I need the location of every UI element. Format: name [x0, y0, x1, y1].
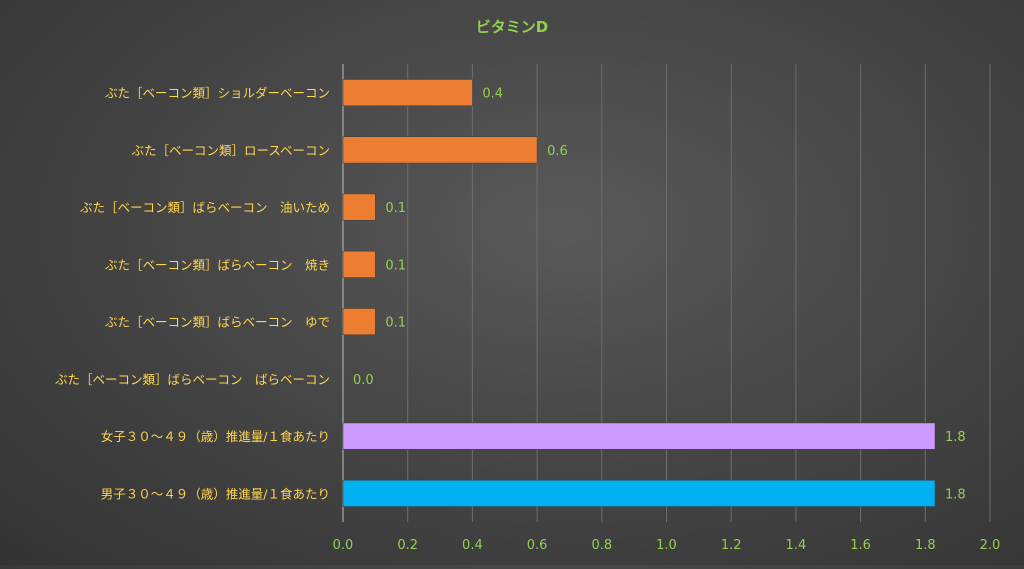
x-tick-label: 0.4 [462, 538, 483, 553]
x-tick-label: 0.8 [591, 538, 612, 553]
bar [342, 193, 376, 221]
data-label: 0.4 [482, 87, 503, 102]
category-label: ぶた［ベーコン類］ショルダーベーコン [105, 86, 330, 101]
x-tick-label: 1.6 [850, 538, 871, 553]
category-label: ぶた［ベーコン類］ロースベーコン [131, 143, 330, 158]
bar [342, 308, 376, 336]
category-label: ぶた［ベーコン類］ばらベーコン ばらベーコン [55, 372, 330, 387]
category-label: ぶた［ベーコン類］ばらベーコン 油いため [80, 200, 330, 215]
x-tick-label: 1.4 [786, 538, 807, 553]
x-tick-label: 1.2 [721, 538, 742, 553]
bar [342, 136, 538, 164]
bar [342, 79, 473, 107]
chart-title: ビタミンD [476, 18, 548, 36]
bar [342, 479, 936, 507]
category-label: 男子３０～４９（歳）推進量/１食あたり [101, 486, 330, 501]
data-label: 1.8 [945, 430, 966, 445]
x-tick-label: 1.8 [915, 538, 936, 553]
x-tick-label: 2.0 [980, 538, 1001, 553]
category-label: 女子３０～４９（歳）推進量/１食あたり [101, 429, 330, 444]
labels: 0.0 0.2 0.4 0.6 0.8 1.0 1.2 1.4 1.6 1.8 2.0 ぶた［ベーコン… [55, 86, 1000, 553]
x-tick-label: 0.0 [333, 538, 354, 553]
bar [342, 250, 376, 278]
bars [342, 79, 936, 507]
category-label: ぶた［ベーコン類］ばらベーコン 焼き [105, 257, 330, 272]
x-tick-label: 0.6 [527, 538, 548, 553]
data-label: 0.0 [353, 373, 374, 388]
x-tick-label: 1.0 [656, 538, 677, 553]
data-label: 0.1 [385, 316, 406, 331]
category-label: ぶた［ベーコン類］ばらベーコン ゆで [105, 315, 330, 330]
data-label: 1.8 [945, 487, 966, 502]
grid-lines [342, 64, 991, 522]
data-label: 0.6 [547, 144, 568, 159]
data-label: 0.1 [385, 258, 406, 273]
x-tick-label: 0.2 [397, 538, 418, 553]
data-label: 0.1 [385, 201, 406, 216]
bar [342, 422, 936, 450]
